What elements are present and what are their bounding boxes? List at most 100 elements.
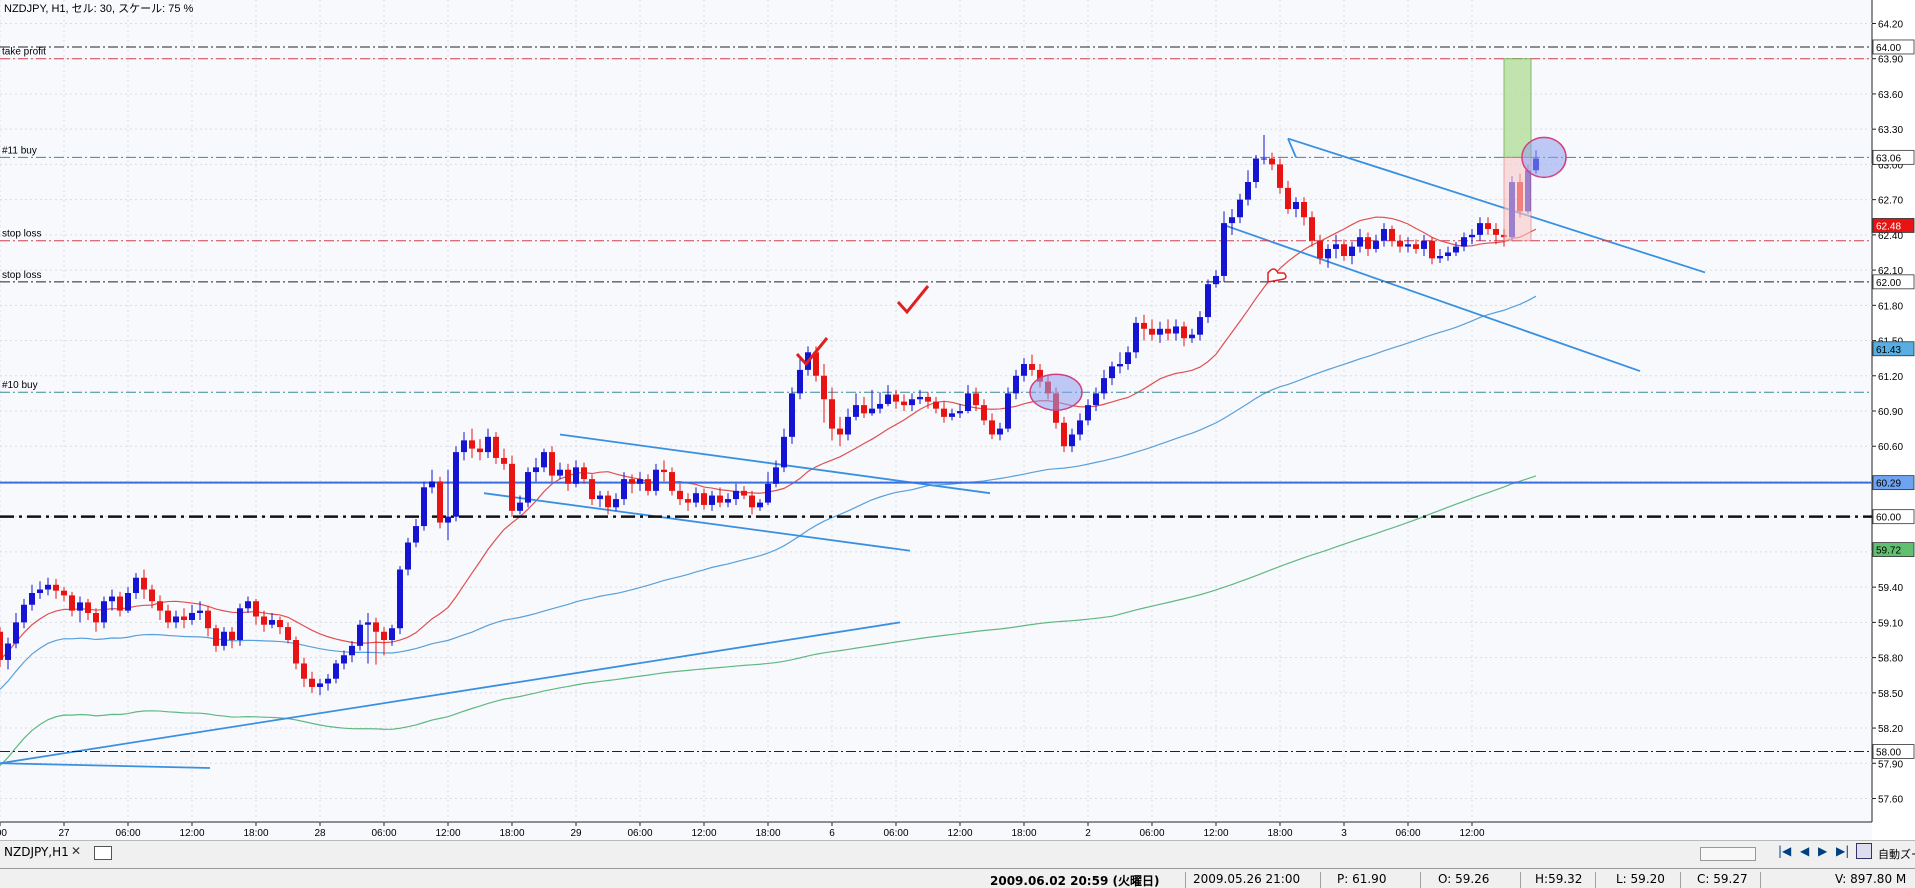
scroll-first-button[interactable]: |◀: [1778, 844, 1792, 858]
candle-body: [445, 516, 451, 523]
candle-body: [1373, 240, 1379, 249]
grid-lines: [0, 0, 1872, 822]
price-marker-label: 60.00: [1876, 513, 1901, 524]
candle-body: [909, 399, 915, 406]
time-tick-label: 12:00: [947, 828, 972, 839]
annotations: [795, 58, 1567, 411]
candle-body: [901, 401, 907, 406]
price-chart[interactable]: take profit #11 buy stop loss stop loss #10 …: [0, 0, 1915, 840]
candle-body: [797, 369, 803, 394]
time-tick-label: 12:00: [1459, 828, 1484, 839]
status-bar: 2009.06.02 20:59 (火曜日) 2009.05.26 21:00 …: [0, 868, 1915, 888]
window-icon[interactable]: [94, 846, 112, 860]
channel-stub[interactable]: [1287, 138, 1297, 158]
price-tick-label: 62.70: [1878, 196, 1903, 207]
candle-body: [1093, 393, 1099, 406]
horizontal-levels[interactable]: take profit #11 buy stop loss stop loss #10 …: [0, 46, 1872, 753]
candle-body: [701, 493, 707, 505]
price-marker: [1872, 39, 1915, 55]
candle-body: [581, 467, 587, 480]
candle-body: [1445, 252, 1451, 256]
scroll-right-button[interactable]: ▶: [1818, 844, 1828, 858]
candle-body: [645, 479, 651, 491]
price-tick-label: 64.20: [1878, 19, 1903, 30]
flag-lower-line[interactable]: [483, 492, 911, 552]
time-axis: :00 27 06:00 12:00 18:00 28 06:00 12:00 18:00 29 0…: [0, 822, 1485, 839]
scroll-left-button[interactable]: ◀: [1800, 844, 1810, 858]
candle-body: [413, 526, 419, 543]
chart-tab[interactable]: NZDJPY,H1: [4, 845, 69, 859]
entry-marker-10: [1029, 373, 1083, 411]
support-trendline[interactable]: [0, 621, 901, 765]
horizontal-scrollbar[interactable]: [1700, 847, 1756, 861]
candle-body: [965, 393, 971, 411]
time-tick-label: 06:00: [883, 828, 908, 839]
candle-body: [981, 405, 987, 421]
auto-zoom-label[interactable]: 自動ズーム: [1878, 848, 1915, 861]
candle-body: [365, 622, 371, 625]
candle-body: [717, 495, 723, 503]
price-tick-label: 61.80: [1878, 301, 1903, 312]
status-open: O: 59.26: [1438, 872, 1490, 886]
price-tick-label: 63.30: [1878, 125, 1903, 136]
candle-body: [45, 584, 51, 590]
candle-body: [941, 408, 947, 417]
candle-body: [381, 631, 387, 640]
time-tick-label: 06:00: [115, 828, 140, 839]
time-tick-label: 06:00: [371, 828, 396, 839]
candle-body: [77, 602, 83, 611]
candle-body: [37, 589, 43, 594]
candle-body: [661, 469, 667, 473]
time-tick-label: 18:00: [1011, 828, 1036, 839]
candle-body: [141, 577, 147, 590]
candle-body: [1245, 182, 1251, 200]
zoom-icon[interactable]: [1856, 843, 1872, 859]
candle-body: [493, 436, 499, 458]
scroll-last-button[interactable]: ▶|: [1836, 844, 1850, 858]
channel-upper-line[interactable]: [1287, 137, 1706, 274]
candle-body: [709, 495, 715, 505]
candle-body: [949, 413, 955, 417]
trendlines[interactable]: [0, 137, 1706, 769]
candle-body: [133, 577, 139, 594]
candle-body: [285, 627, 291, 640]
candle-body: [165, 610, 171, 623]
channel-lower-line[interactable]: [1224, 224, 1641, 372]
time-tick-label: 18:00: [1267, 828, 1292, 839]
candle-body: [85, 602, 91, 613]
candle-body: [733, 490, 739, 500]
status-low: L: 59.20: [1616, 872, 1665, 886]
price-marker: [1872, 341, 1915, 357]
price-tick-label: 62.10: [1878, 266, 1903, 277]
candle-body: [997, 428, 1003, 435]
candle-body: [1061, 422, 1067, 447]
candle-body: [549, 452, 555, 476]
candle-body: [989, 420, 995, 435]
candle-body: [253, 601, 259, 617]
price-tick-label: 58.80: [1878, 654, 1903, 665]
price-tick-label: 57.90: [1878, 759, 1903, 770]
price-tick-label: 59.10: [1878, 618, 1903, 629]
price-marker: [1872, 509, 1915, 525]
price-tick-label: 62.40: [1878, 231, 1903, 242]
price-marker: [1872, 149, 1915, 165]
candle-body: [925, 396, 931, 402]
candle-body: [1437, 255, 1443, 259]
candle-body: [189, 612, 195, 621]
candle-body: [861, 405, 867, 414]
candle-body: [1029, 364, 1035, 370]
candle-body: [1141, 322, 1147, 329]
candle-body: [1205, 284, 1211, 318]
candle-body: [205, 610, 211, 629]
time-tick-label: 18:00: [755, 828, 780, 839]
candle-body: [837, 428, 843, 435]
price-marker: [1872, 475, 1915, 491]
entry-marker-11: [1521, 136, 1567, 179]
candle-body: [349, 645, 355, 656]
horizontal-trendline[interactable]: [0, 762, 211, 769]
candle-body: [213, 628, 219, 646]
candle-body: [1365, 237, 1371, 249]
close-icon[interactable]: ✕: [71, 844, 82, 858]
candle-body: [1133, 322, 1139, 353]
price-level-label: stop loss: [2, 270, 41, 281]
